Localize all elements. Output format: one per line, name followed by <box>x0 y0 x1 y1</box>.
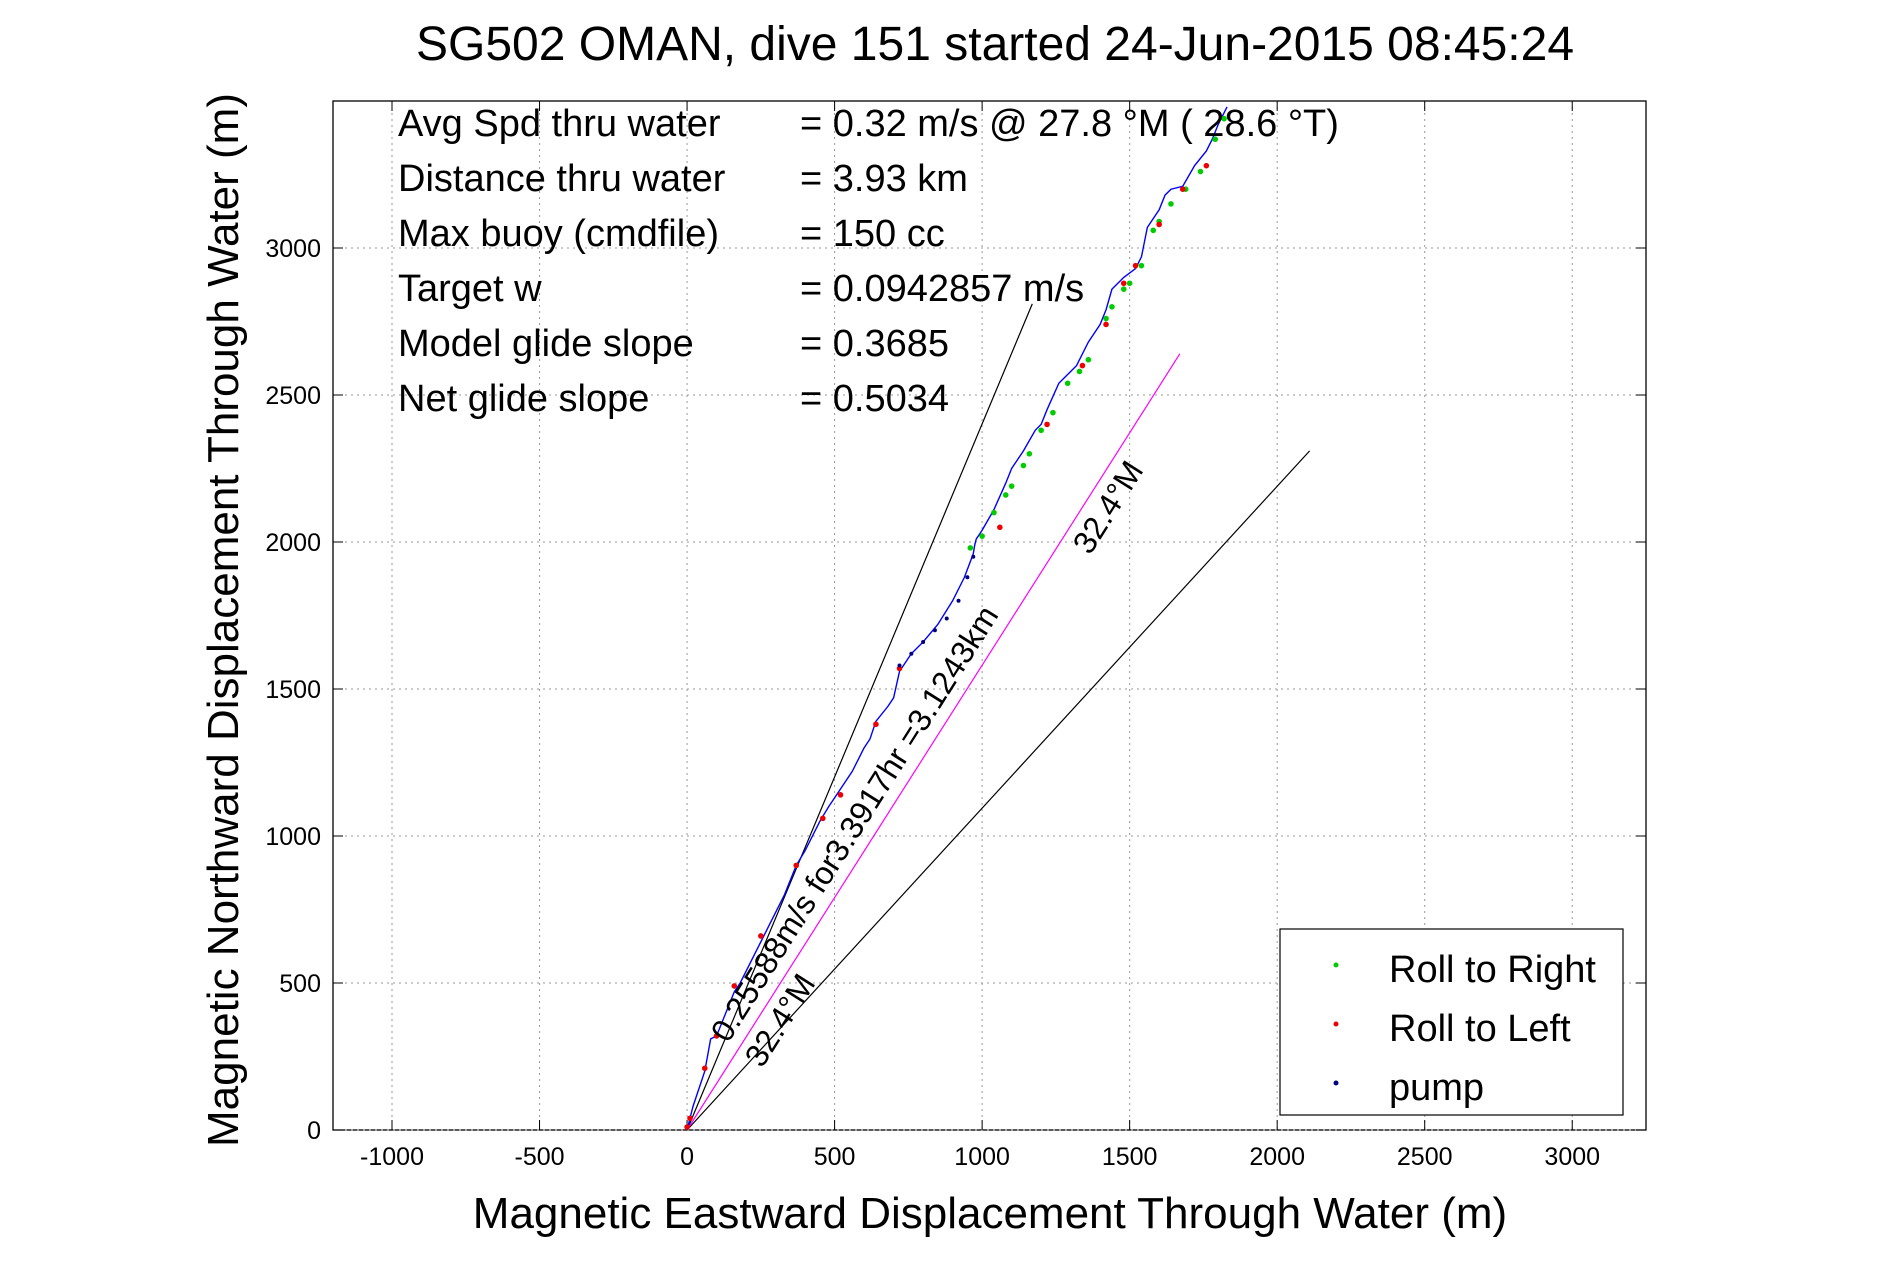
point-roll-to-right <box>1064 380 1071 387</box>
point-roll-to-left <box>1156 221 1162 228</box>
point-roll-to-left <box>684 1124 690 1130</box>
point-roll-to-right <box>1212 136 1219 143</box>
point-roll-to-right <box>1103 315 1109 322</box>
point-roll-to-right <box>979 533 985 539</box>
point-roll-to-left <box>1132 262 1139 269</box>
point-roll-to-right <box>1050 409 1056 416</box>
info-value-model-glide: = 0.3685 <box>800 323 949 365</box>
info-label-max-buoy: Max buoy (cmdfile) <box>398 213 719 255</box>
y-tick-label: 2500 <box>265 382 321 410</box>
point-roll-to-right <box>1020 462 1027 469</box>
x-axis: -1000 -500 0 500 1000 1500 2000 2500 3000 <box>360 101 1600 1171</box>
point-roll-to-left <box>997 524 1003 531</box>
legend-marker-roll-right <box>1333 962 1339 968</box>
legend-label-roll-right: Roll to Right <box>1389 949 1596 991</box>
point-roll-to-right <box>1026 451 1033 457</box>
y-axis-label: Magnetic Northward Displacement Through … <box>199 93 248 1147</box>
point-roll-to-right <box>1109 304 1115 310</box>
point-roll-to-right <box>1126 280 1133 287</box>
info-value-net-glide: = 0.5034 <box>800 378 949 420</box>
y-axis: 0 500 1000 1500 2000 2500 3000 <box>265 235 1646 1145</box>
x-tick-label: -500 <box>515 1143 565 1171</box>
point-roll-to-right <box>1150 227 1157 234</box>
point-pump <box>909 651 914 656</box>
legend-label-roll-left: Roll to Left <box>1389 1008 1571 1050</box>
point-roll-to-right <box>1120 286 1127 292</box>
y-tick-label: 2000 <box>265 529 321 557</box>
point-roll-to-right <box>1085 356 1092 363</box>
point-pump <box>932 628 937 633</box>
x-tick-label: 1500 <box>1102 1143 1158 1171</box>
legend-marker-pump <box>1333 1080 1339 1086</box>
x-axis-label: Magnetic Eastward Displacement Through W… <box>473 1189 1507 1238</box>
point-roll-to-left <box>793 862 800 869</box>
series-lines <box>686 106 1311 1131</box>
point-roll-to-right <box>967 545 974 551</box>
info-label-model-glide: Model glide slope <box>398 323 694 365</box>
x-tick-label: 3000 <box>1544 1143 1600 1171</box>
point-roll-to-left <box>687 1115 693 1122</box>
legend: Roll to Right Roll to Left pump <box>1279 928 1624 1116</box>
point-roll-to-right <box>1076 368 1083 375</box>
point-pump <box>965 575 970 580</box>
series-line-model-left <box>686 303 1033 1131</box>
y-tick-label: 1500 <box>265 676 321 704</box>
legend-label-pump: pump <box>1389 1067 1484 1109</box>
point-roll-to-right <box>1038 427 1044 434</box>
point-roll-to-left <box>1203 162 1210 169</box>
x-tick-label: 1000 <box>954 1143 1010 1171</box>
info-label-target-w: Target w <box>398 268 542 310</box>
y-tick-label: 1000 <box>265 823 321 851</box>
point-roll-to-right <box>1168 201 1174 207</box>
point-pump <box>897 663 902 668</box>
x-tick-label: 2500 <box>1397 1143 1453 1171</box>
point-roll-to-left <box>701 1065 708 1072</box>
point-roll-to-left <box>873 721 879 728</box>
point-pump <box>956 598 961 603</box>
point-roll-to-left <box>713 1033 720 1039</box>
series-line-track <box>686 106 1228 1131</box>
series-markers <box>684 115 1227 1130</box>
info-value-max-buoy: = 150 cc <box>800 213 945 255</box>
point-roll-to-left <box>1103 321 1109 328</box>
point-roll-to-left <box>896 665 903 672</box>
point-roll-to-right <box>1002 492 1009 498</box>
info-label-avg-speed: Avg Spd thru water <box>398 103 721 145</box>
x-tick-label: 500 <box>814 1143 856 1171</box>
point-roll-to-right <box>1008 483 1015 489</box>
point-pump <box>944 616 949 621</box>
info-value-distance: = 3.93 km <box>800 158 968 200</box>
info-label-net-glide: Net glide slope <box>398 378 649 420</box>
legend-marker-roll-left <box>1333 1021 1339 1027</box>
x-tick-label: 0 <box>680 1143 694 1171</box>
x-tick-label: -1000 <box>360 1143 424 1171</box>
point-roll-to-right <box>1197 168 1204 175</box>
point-roll-to-left <box>837 792 844 798</box>
x-tick-label: 2000 <box>1249 1143 1305 1171</box>
y-tick-label: 0 <box>307 1117 321 1145</box>
point-roll-to-right <box>991 509 997 516</box>
point-roll-to-left <box>1120 280 1127 287</box>
point-roll-to-left <box>819 815 826 822</box>
point-roll-to-right <box>1138 262 1145 269</box>
chart-title: SG502 OMAN, dive 151 started 24-Jun-2015… <box>416 18 1574 71</box>
point-roll-to-right <box>1221 115 1227 122</box>
point-roll-to-left <box>758 933 764 939</box>
series-line-model-right <box>686 450 1311 1131</box>
y-tick-label: 3000 <box>265 235 321 263</box>
point-roll-to-left <box>731 983 738 989</box>
info-value-target-w: = 0.0942857 m/s <box>800 268 1084 310</box>
y-tick-label: 500 <box>279 970 321 998</box>
point-pump <box>971 554 976 559</box>
point-roll-to-left <box>1079 362 1086 369</box>
info-label-distance: Distance thru water <box>398 158 726 200</box>
series-line-current <box>686 353 1181 1131</box>
point-pump <box>921 639 926 644</box>
point-roll-to-left <box>1179 186 1186 192</box>
point-roll-to-left <box>1044 421 1050 428</box>
info-value-avg-speed: = 0.32 m/s @ 27.8 °M ( 28.6 °T) <box>800 103 1339 145</box>
info-box: Avg Spd thru water = 0.32 m/s @ 27.8 °M … <box>398 103 1339 420</box>
